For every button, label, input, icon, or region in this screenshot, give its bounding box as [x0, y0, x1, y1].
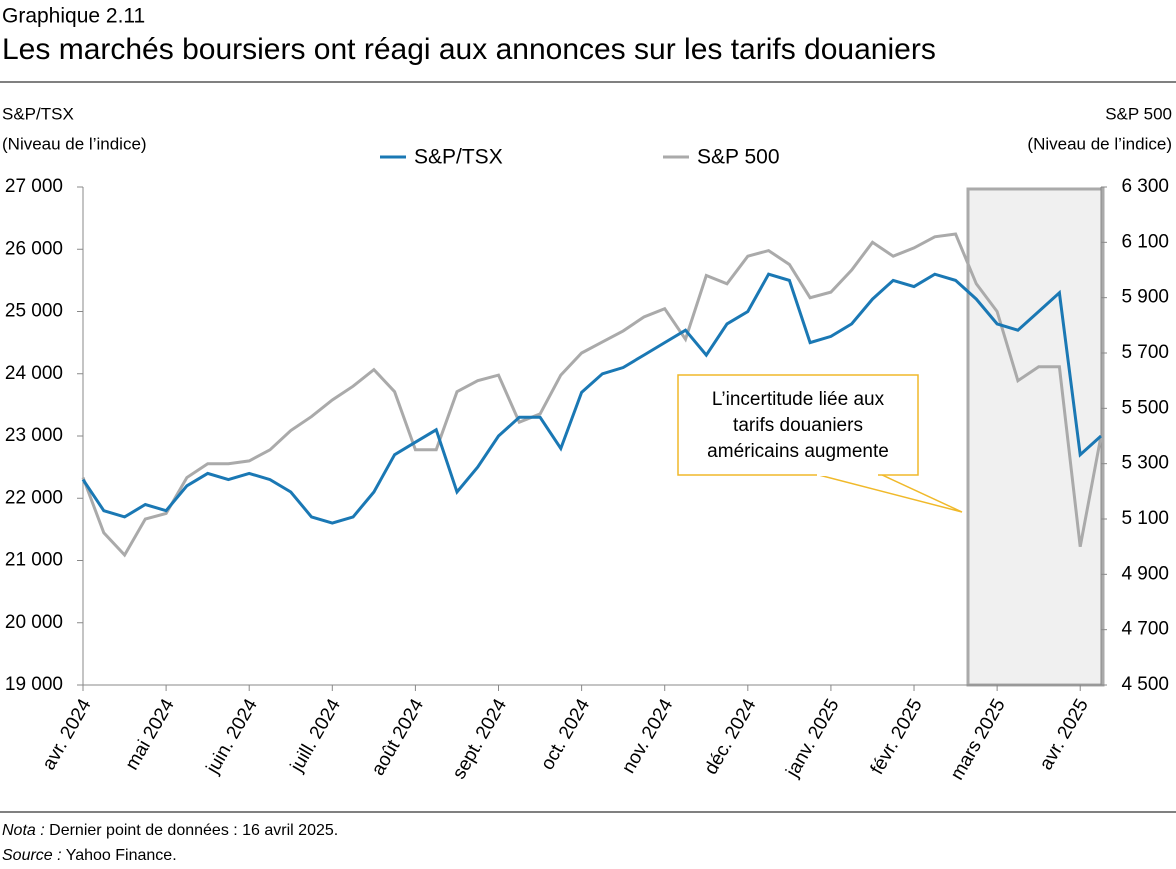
y-tick-label: 21 000: [5, 550, 63, 571]
x-tick-label: mai 2024: [122, 695, 179, 774]
y2-tick-label: 5 500: [1121, 397, 1169, 418]
x-tick-label: avr. 2024: [38, 695, 95, 774]
x-tick-label: janv. 2025: [782, 696, 844, 782]
note-label: Nota :: [2, 822, 45, 839]
y-tick-label: 27 000: [5, 176, 63, 197]
annotation-text: américains augmente: [707, 441, 889, 462]
y2-tick-label: 6 300: [1121, 176, 1169, 197]
note: Nota : Dernier point de données : 16 avr…: [2, 822, 338, 840]
x-tick-label: août 2024: [368, 695, 429, 779]
callout-pointer: [814, 473, 963, 513]
y2-tick-label: 6 100: [1121, 231, 1169, 252]
x-tick-label: avr. 2025: [1036, 696, 1093, 774]
source: Source : Yahoo Finance.: [2, 847, 177, 865]
annotation-box: [677, 374, 919, 476]
y2-tick-label: 5 300: [1121, 453, 1169, 474]
source-label: Source :: [2, 847, 62, 864]
line-series: [81, 272, 1103, 525]
y2-label: S&P 500: [1105, 104, 1172, 123]
y-tick-label: 26 000: [5, 238, 63, 259]
y2-tick-label: 5 100: [1121, 508, 1169, 529]
line-series: [81, 232, 1103, 558]
y-tick-label: 20 000: [5, 612, 63, 633]
y2-tick-label: 4 500: [1121, 674, 1169, 695]
y-tick-label: 23 000: [5, 425, 63, 446]
x-tick-label: juin. 2024: [202, 695, 262, 778]
x-tick-label: nov. 2024: [618, 695, 677, 777]
x-tick-label: mars 2025: [947, 696, 1010, 784]
y-tick-label: 25 000: [5, 301, 63, 322]
x-tick-label: juill. 2024: [286, 695, 345, 776]
x-tick-label: févr. 2025: [867, 696, 927, 779]
y2-label: (Niveau de l’indice): [1027, 134, 1172, 153]
y-tick-label: 22 000: [5, 487, 63, 508]
annotation-text: L’incertitude liée aux: [712, 389, 885, 410]
note-text: Dernier point de données : 16 avril 2025…: [49, 822, 339, 839]
x-tick-label: oct. 2024: [537, 695, 594, 774]
legend-label: S&P/TSX: [414, 146, 503, 169]
source-text: Yahoo Finance.: [65, 847, 177, 864]
chart-title: Les marchés boursiers ont réagi aux anno…: [2, 33, 936, 66]
chart-label: Graphique 2.11: [2, 5, 145, 28]
y-tick-label: 19 000: [5, 674, 63, 695]
y2-tick-label: 4 900: [1121, 563, 1169, 584]
y-label: S&P/TSX: [2, 104, 74, 123]
y-label: (Niveau de l’indice): [2, 134, 147, 153]
callout-cover: [817, 473, 878, 476]
x-tick-label: déc. 2024: [701, 695, 761, 778]
y2-tick-label: 4 700: [1121, 619, 1169, 640]
legend-label: S&P 500: [697, 146, 780, 169]
y2-tick-label: 5 900: [1121, 287, 1169, 308]
annotation-text: tarifs douaniers: [733, 415, 863, 436]
x-tick-label: sept. 2024: [449, 695, 512, 783]
y-tick-label: 24 000: [5, 363, 63, 384]
y2-tick-label: 5 700: [1121, 342, 1169, 363]
shaded-period: [966, 187, 1105, 687]
